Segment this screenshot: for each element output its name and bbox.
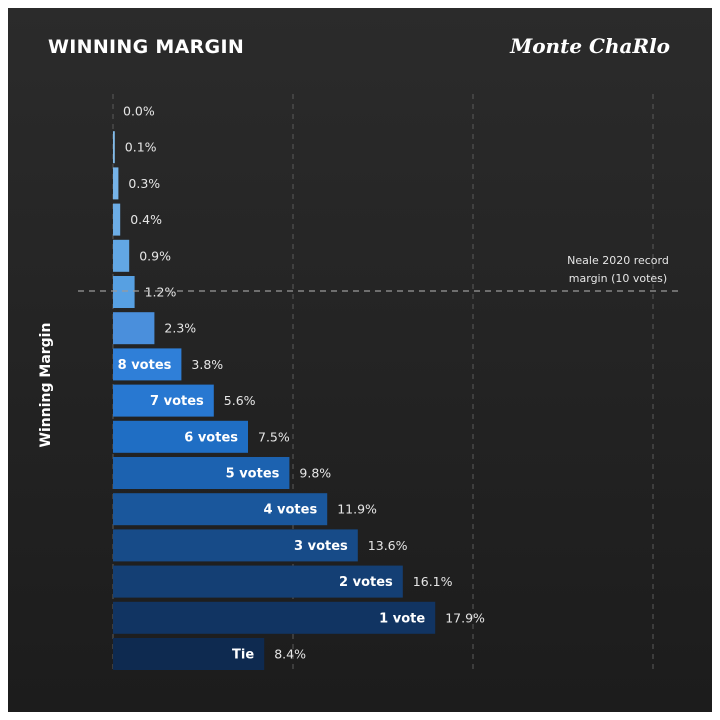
bar-value-label-0: 0.0% bbox=[123, 104, 155, 119]
bar-value-label-8: 5.6% bbox=[224, 393, 256, 408]
bar-7 bbox=[113, 348, 182, 381]
bar-category-label-8: 7 votes bbox=[150, 394, 204, 409]
bar-value-label-2: 0.3% bbox=[128, 176, 160, 191]
bar-3 bbox=[113, 203, 121, 236]
bar-9 bbox=[113, 420, 248, 453]
bar-5 bbox=[113, 276, 135, 308]
bar-category-label-11: 4 votes bbox=[263, 503, 317, 518]
bar-value-label-11: 11.9% bbox=[337, 502, 377, 517]
bars-group: 0.0% 0.1% 0.3% 0.4% 0.9% 1.2% 2.3% 8 votes 3.8% 7… bbox=[113, 104, 485, 670]
bar-value-label-10: 9.8% bbox=[299, 466, 331, 481]
bar-value-label-7: 3.8% bbox=[191, 357, 223, 372]
bar-14 bbox=[113, 601, 436, 634]
bar-value-label-3: 0.4% bbox=[130, 212, 162, 227]
reference-line-label-1: margin (10 votes) bbox=[569, 272, 667, 285]
bar-4 bbox=[113, 239, 130, 272]
bar-11 bbox=[113, 493, 328, 526]
bar-value-label-14: 17.9% bbox=[445, 610, 485, 625]
chart-title: WINNING MARGIN bbox=[48, 36, 245, 58]
bar-6 bbox=[113, 312, 155, 345]
bar-13 bbox=[113, 565, 403, 598]
brand-logo: Monte ChaRlo bbox=[510, 34, 670, 58]
bar-value-label-6: 2.3% bbox=[164, 321, 196, 336]
bar-value-label-1: 0.1% bbox=[125, 140, 157, 155]
bar-1 bbox=[113, 131, 115, 164]
bar-value-label-4: 0.9% bbox=[139, 248, 171, 263]
bar-category-label-13: 2 votes bbox=[339, 575, 393, 590]
bar-8 bbox=[113, 384, 214, 417]
bar-2 bbox=[113, 167, 119, 200]
bar-category-label-9: 6 votes bbox=[184, 430, 238, 445]
bar-value-label-13: 16.1% bbox=[413, 574, 453, 589]
reference-line-group: Neale 2020 record margin (10 votes) bbox=[78, 254, 678, 292]
bar-category-label-15: Tie bbox=[232, 648, 254, 663]
bar-category-label-7: 8 votes bbox=[118, 358, 172, 373]
bar-category-label-10: 5 votes bbox=[226, 467, 280, 482]
bar-value-label-15: 8.4% bbox=[274, 647, 306, 662]
bar-12 bbox=[113, 529, 358, 562]
bar-value-label-5: 1.2% bbox=[145, 285, 177, 300]
bar-value-label-9: 7.5% bbox=[258, 429, 290, 444]
bar-value-label-12: 13.6% bbox=[368, 538, 408, 553]
bar-category-label-14: 1 vote bbox=[379, 611, 425, 626]
reference-line-label-0: Neale 2020 record bbox=[567, 254, 669, 267]
bar-category-label-12: 3 votes bbox=[294, 539, 348, 554]
bar-15 bbox=[113, 638, 265, 670]
bar-10 bbox=[113, 457, 290, 489]
